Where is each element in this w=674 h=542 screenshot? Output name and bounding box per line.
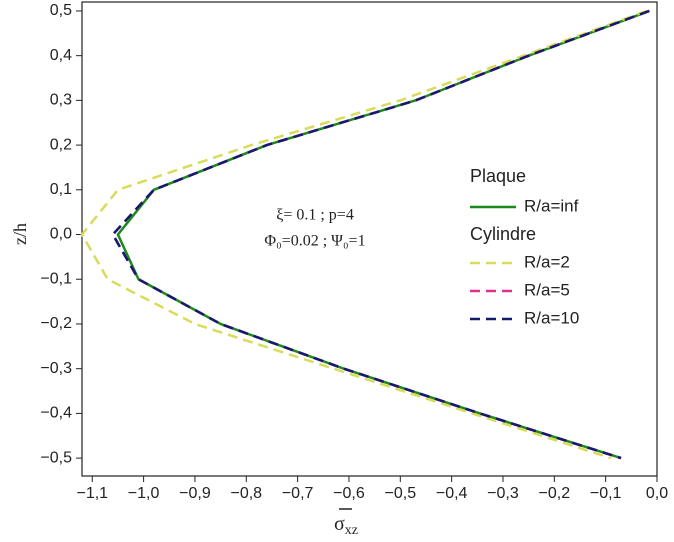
x-tick-label: −0,3 xyxy=(487,485,519,502)
x-tick-label: −1,0 xyxy=(128,485,160,502)
legend-title: Plaque xyxy=(470,166,526,186)
annotation: Φ₀=0.02 ; Ψ₀=1 xyxy=(264,233,365,250)
y-tick-label: 0,5 xyxy=(50,2,72,19)
y-axis-label: z/h xyxy=(10,223,30,245)
series-line xyxy=(80,9,648,460)
x-tick-label: −0,8 xyxy=(230,485,262,502)
annotation: ξ= 0.1 ; p=4 xyxy=(276,207,354,224)
y-tick-label: −0,2 xyxy=(40,315,72,332)
y-tick-label: −0,5 xyxy=(40,449,72,466)
legend-label: R/a=5 xyxy=(524,280,570,299)
legend-title: Cylindre xyxy=(470,224,536,244)
y-tick-label: −0,1 xyxy=(40,270,72,287)
x-tick-label: −0,2 xyxy=(539,485,571,502)
y-tick-label: −0,4 xyxy=(40,405,72,422)
series-line xyxy=(116,9,650,460)
x-tick-label: −0,7 xyxy=(282,485,314,502)
series-line xyxy=(111,9,650,460)
x-tick-label: −0,6 xyxy=(333,485,365,502)
x-axis-label: σxz xyxy=(334,513,358,539)
y-tick-label: 0,4 xyxy=(50,47,72,64)
y-tick-label: 0,3 xyxy=(50,92,72,109)
y-tick-label: 0,2 xyxy=(50,136,72,153)
x-axis-symbol: σ xyxy=(334,513,345,535)
x-tick-label: 0,0 xyxy=(646,485,668,502)
legend-label: R/a=2 xyxy=(524,252,570,271)
legend-label: R/a=inf xyxy=(524,196,579,215)
x-axis-subscript: xz xyxy=(345,523,358,538)
y-tick-label: 0,0 xyxy=(50,226,72,243)
x-tick-label: −1,1 xyxy=(76,485,108,502)
x-tick-label: −0,1 xyxy=(590,485,622,502)
x-tick-label: −0,9 xyxy=(179,485,211,502)
series-line xyxy=(111,9,650,460)
x-tick-label: −0,4 xyxy=(436,485,468,502)
plot-frame xyxy=(81,1,658,477)
y-tick-label: 0,1 xyxy=(50,181,72,198)
y-tick-label: −0,3 xyxy=(40,360,72,377)
x-tick-label: −0,5 xyxy=(385,485,417,502)
legend-label: R/a=10 xyxy=(524,308,579,327)
